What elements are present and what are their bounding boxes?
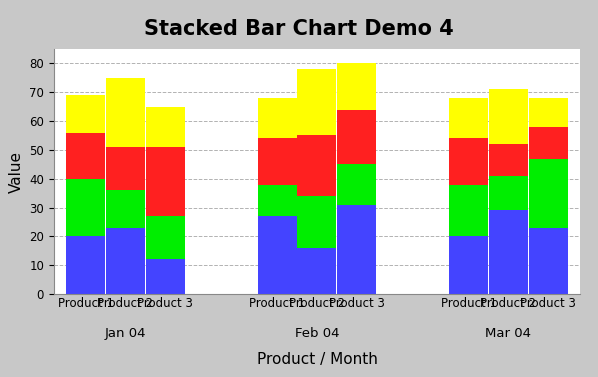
Bar bbox=[66, 95, 105, 133]
Bar bbox=[449, 236, 488, 294]
Bar bbox=[146, 147, 185, 216]
Bar bbox=[337, 205, 376, 294]
Bar bbox=[449, 138, 488, 184]
Text: Feb 04: Feb 04 bbox=[295, 327, 339, 340]
Bar bbox=[529, 127, 568, 159]
Bar bbox=[449, 98, 488, 138]
Bar bbox=[529, 228, 568, 294]
Bar bbox=[258, 216, 297, 294]
Bar bbox=[489, 210, 528, 294]
Bar bbox=[297, 135, 337, 196]
Text: Stacked Bar Chart Demo 4: Stacked Bar Chart Demo 4 bbox=[144, 19, 454, 39]
Text: Jan 04: Jan 04 bbox=[105, 327, 146, 340]
Bar bbox=[66, 133, 105, 179]
Bar bbox=[146, 216, 185, 259]
Bar bbox=[258, 98, 297, 138]
Bar bbox=[297, 248, 337, 294]
Bar bbox=[337, 164, 376, 205]
Bar bbox=[106, 190, 145, 228]
Bar bbox=[66, 236, 105, 294]
Bar bbox=[106, 228, 145, 294]
Bar bbox=[489, 176, 528, 210]
Bar bbox=[106, 78, 145, 147]
Bar bbox=[66, 179, 105, 236]
Bar bbox=[146, 259, 185, 294]
Bar bbox=[297, 69, 337, 135]
Bar bbox=[258, 184, 297, 216]
Bar bbox=[489, 144, 528, 176]
Bar bbox=[529, 159, 568, 228]
Y-axis label: Value: Value bbox=[8, 150, 24, 193]
Bar bbox=[489, 89, 528, 144]
Bar bbox=[146, 107, 185, 147]
Bar bbox=[106, 147, 145, 190]
Bar bbox=[258, 138, 297, 184]
X-axis label: Product / Month: Product / Month bbox=[257, 351, 377, 366]
Bar bbox=[529, 98, 568, 127]
Bar bbox=[337, 110, 376, 164]
Text: Mar 04: Mar 04 bbox=[486, 327, 532, 340]
Bar bbox=[449, 184, 488, 236]
Bar bbox=[337, 63, 376, 110]
Bar bbox=[297, 196, 337, 248]
